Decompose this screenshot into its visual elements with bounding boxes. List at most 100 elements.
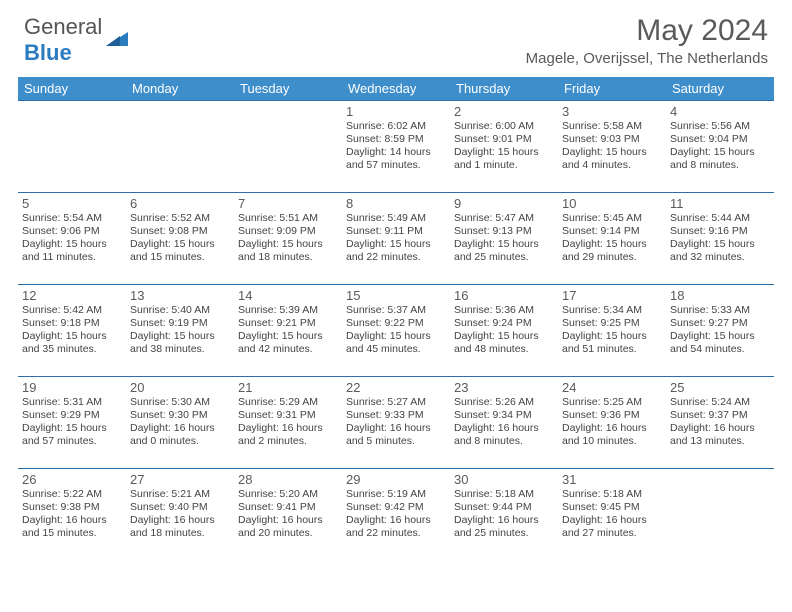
calendar-cell: 30Sunrise: 5:18 AMSunset: 9:44 PMDayligh…: [450, 469, 558, 561]
sunset-line: Sunset: 8:59 PM: [346, 133, 446, 146]
daylight-line: Daylight: 16 hours and 5 minutes.: [346, 422, 446, 448]
daylight-line: Daylight: 16 hours and 18 minutes.: [130, 514, 230, 540]
sunrise-line: Sunrise: 5:44 AM: [670, 212, 770, 225]
daylight-line: Daylight: 16 hours and 13 minutes.: [670, 422, 770, 448]
daylight-line: Daylight: 16 hours and 22 minutes.: [346, 514, 446, 540]
calendar-cell: 10Sunrise: 5:45 AMSunset: 9:14 PMDayligh…: [558, 193, 666, 285]
sunrise-line: Sunrise: 5:58 AM: [562, 120, 662, 133]
day-number: 18: [670, 288, 770, 303]
calendar-cell: 24Sunrise: 5:25 AMSunset: 9:36 PMDayligh…: [558, 377, 666, 469]
sunrise-line: Sunrise: 5:37 AM: [346, 304, 446, 317]
calendar-cell: [18, 101, 126, 193]
sunset-line: Sunset: 9:45 PM: [562, 501, 662, 514]
sunrise-line: Sunrise: 5:31 AM: [22, 396, 122, 409]
day-number: 4: [670, 104, 770, 119]
calendar-cell: 9Sunrise: 5:47 AMSunset: 9:13 PMDaylight…: [450, 193, 558, 285]
day-number: 1: [346, 104, 446, 119]
day-number: 30: [454, 472, 554, 487]
calendar-cell: [666, 469, 774, 561]
day-number: 16: [454, 288, 554, 303]
sunset-line: Sunset: 9:37 PM: [670, 409, 770, 422]
sunrise-line: Sunrise: 5:27 AM: [346, 396, 446, 409]
sunrise-line: Sunrise: 5:36 AM: [454, 304, 554, 317]
logo-triangle-icon: [106, 28, 128, 46]
day-number: 12: [22, 288, 122, 303]
daylight-line: Daylight: 16 hours and 10 minutes.: [562, 422, 662, 448]
sunrise-line: Sunrise: 5:24 AM: [670, 396, 770, 409]
location-subtitle: Magele, Overijssel, The Netherlands: [526, 50, 768, 67]
sunset-line: Sunset: 9:04 PM: [670, 133, 770, 146]
sunset-line: Sunset: 9:09 PM: [238, 225, 338, 238]
calendar-cell: 18Sunrise: 5:33 AMSunset: 9:27 PMDayligh…: [666, 285, 774, 377]
day-number: 9: [454, 196, 554, 211]
sunset-line: Sunset: 9:42 PM: [346, 501, 446, 514]
day-number: 28: [238, 472, 338, 487]
logo-part1: General: [24, 14, 102, 39]
calendar-cell: 29Sunrise: 5:19 AMSunset: 9:42 PMDayligh…: [342, 469, 450, 561]
sunrise-line: Sunrise: 5:26 AM: [454, 396, 554, 409]
sunrise-line: Sunrise: 5:30 AM: [130, 396, 230, 409]
sunrise-line: Sunrise: 5:18 AM: [562, 488, 662, 501]
sunset-line: Sunset: 9:25 PM: [562, 317, 662, 330]
sunrise-line: Sunrise: 6:00 AM: [454, 120, 554, 133]
calendar-cell: 2Sunrise: 6:00 AMSunset: 9:01 PMDaylight…: [450, 101, 558, 193]
daylight-line: Daylight: 15 hours and 4 minutes.: [562, 146, 662, 172]
daylight-line: Daylight: 15 hours and 15 minutes.: [130, 238, 230, 264]
daylight-line: Daylight: 16 hours and 27 minutes.: [562, 514, 662, 540]
calendar-cell: 17Sunrise: 5:34 AMSunset: 9:25 PMDayligh…: [558, 285, 666, 377]
month-title: May 2024: [526, 14, 768, 48]
daylight-line: Daylight: 15 hours and 18 minutes.: [238, 238, 338, 264]
daylight-line: Daylight: 15 hours and 57 minutes.: [22, 422, 122, 448]
daylight-line: Daylight: 15 hours and 51 minutes.: [562, 330, 662, 356]
sunset-line: Sunset: 9:41 PM: [238, 501, 338, 514]
calendar-table: SundayMondayTuesdayWednesdayThursdayFrid…: [18, 77, 774, 561]
day-number: 27: [130, 472, 230, 487]
calendar-row: 5Sunrise: 5:54 AMSunset: 9:06 PMDaylight…: [18, 193, 774, 285]
logo: General Blue: [24, 14, 128, 66]
calendar-cell: 26Sunrise: 5:22 AMSunset: 9:38 PMDayligh…: [18, 469, 126, 561]
sunrise-line: Sunrise: 5:25 AM: [562, 396, 662, 409]
daylight-line: Daylight: 15 hours and 1 minute.: [454, 146, 554, 172]
day-number: 7: [238, 196, 338, 211]
sunrise-line: Sunrise: 5:56 AM: [670, 120, 770, 133]
day-number: 19: [22, 380, 122, 395]
calendar-cell: 28Sunrise: 5:20 AMSunset: 9:41 PMDayligh…: [234, 469, 342, 561]
calendar-cell: 3Sunrise: 5:58 AMSunset: 9:03 PMDaylight…: [558, 101, 666, 193]
daylight-line: Daylight: 15 hours and 8 minutes.: [670, 146, 770, 172]
day-number: 6: [130, 196, 230, 211]
title-block: May 2024 Magele, Overijssel, The Netherl…: [526, 14, 768, 67]
calendar-cell: 1Sunrise: 6:02 AMSunset: 8:59 PMDaylight…: [342, 101, 450, 193]
calendar-header-row: SundayMondayTuesdayWednesdayThursdayFrid…: [18, 77, 774, 101]
calendar-cell: 21Sunrise: 5:29 AMSunset: 9:31 PMDayligh…: [234, 377, 342, 469]
sunset-line: Sunset: 9:11 PM: [346, 225, 446, 238]
sunset-line: Sunset: 9:18 PM: [22, 317, 122, 330]
sunset-line: Sunset: 9:21 PM: [238, 317, 338, 330]
calendar-cell: 31Sunrise: 5:18 AMSunset: 9:45 PMDayligh…: [558, 469, 666, 561]
calendar-cell: 11Sunrise: 5:44 AMSunset: 9:16 PMDayligh…: [666, 193, 774, 285]
calendar-cell: 7Sunrise: 5:51 AMSunset: 9:09 PMDaylight…: [234, 193, 342, 285]
daylight-line: Daylight: 16 hours and 2 minutes.: [238, 422, 338, 448]
daylight-line: Daylight: 15 hours and 38 minutes.: [130, 330, 230, 356]
daylight-line: Daylight: 14 hours and 57 minutes.: [346, 146, 446, 172]
calendar-row: 1Sunrise: 6:02 AMSunset: 8:59 PMDaylight…: [18, 101, 774, 193]
day-number: 11: [670, 196, 770, 211]
day-number: 3: [562, 104, 662, 119]
day-number: 26: [22, 472, 122, 487]
day-number: 14: [238, 288, 338, 303]
sunset-line: Sunset: 9:38 PM: [22, 501, 122, 514]
day-number: 21: [238, 380, 338, 395]
sunrise-line: Sunrise: 5:19 AM: [346, 488, 446, 501]
daylight-line: Daylight: 15 hours and 45 minutes.: [346, 330, 446, 356]
sunset-line: Sunset: 9:34 PM: [454, 409, 554, 422]
sunset-line: Sunset: 9:06 PM: [22, 225, 122, 238]
sunset-line: Sunset: 9:14 PM: [562, 225, 662, 238]
calendar-cell: 23Sunrise: 5:26 AMSunset: 9:34 PMDayligh…: [450, 377, 558, 469]
calendar-cell: 5Sunrise: 5:54 AMSunset: 9:06 PMDaylight…: [18, 193, 126, 285]
day-number: 13: [130, 288, 230, 303]
day-number: 23: [454, 380, 554, 395]
calendar-cell: 25Sunrise: 5:24 AMSunset: 9:37 PMDayligh…: [666, 377, 774, 469]
calendar-cell: 14Sunrise: 5:39 AMSunset: 9:21 PMDayligh…: [234, 285, 342, 377]
sunrise-line: Sunrise: 5:22 AM: [22, 488, 122, 501]
logo-part2: Blue: [24, 40, 72, 65]
sunset-line: Sunset: 9:29 PM: [22, 409, 122, 422]
